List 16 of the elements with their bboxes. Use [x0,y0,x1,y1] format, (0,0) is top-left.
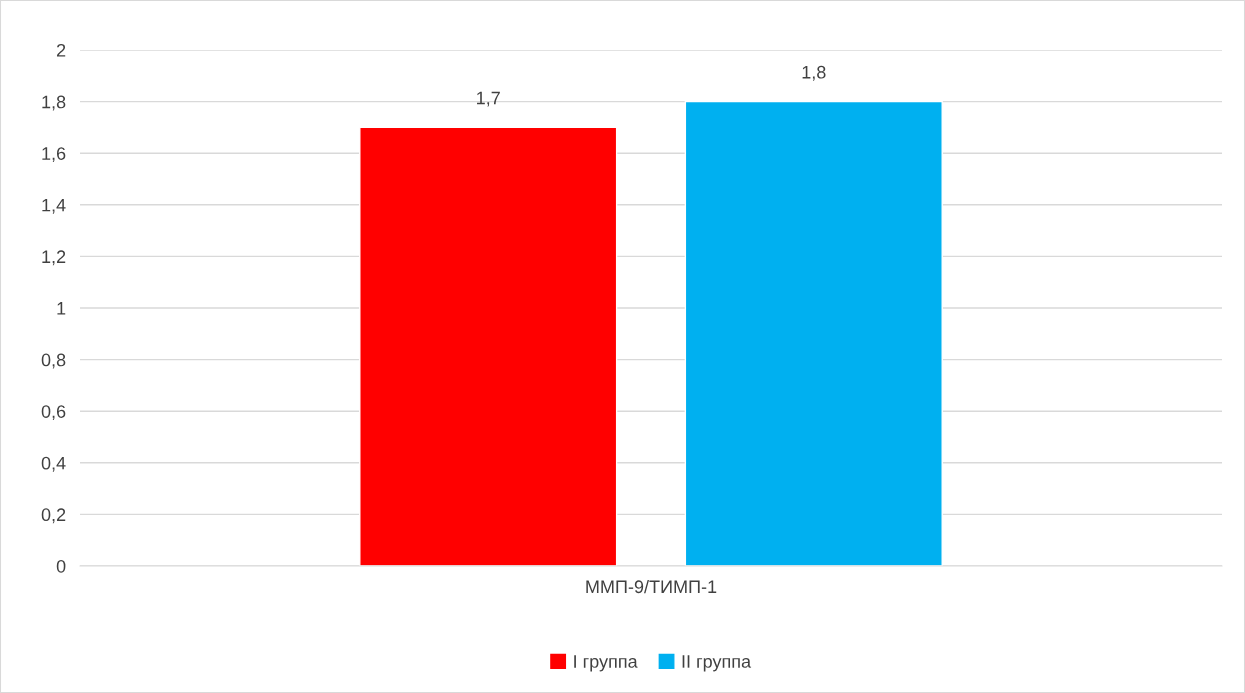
y-tick-label: 1,2 [42,250,66,266]
y-tick-label: 0,6 [41,405,66,421]
y-tick-label: 0,2 [41,508,66,524]
y-tick-label: 0 [56,559,66,573]
y-tick-label: 1,8 [42,95,66,111]
legend-label: I группа [574,655,638,672]
data-label: 1,8 [802,65,826,81]
y-tick-label: 1,4 [42,198,66,214]
x-tick-label: ММП-9/ТИМП-1 [586,579,717,594]
data-label: 1,7 [477,91,500,107]
legend-label: II группа [682,655,752,672]
y-tick-label: 0,4 [41,456,66,472]
y-tick-label: 2 [56,43,66,57]
y-tick-label: 0,8 [41,353,66,369]
y-tick-label: 1 [57,302,66,315]
y-tick-label: 1,6 [42,147,66,163]
